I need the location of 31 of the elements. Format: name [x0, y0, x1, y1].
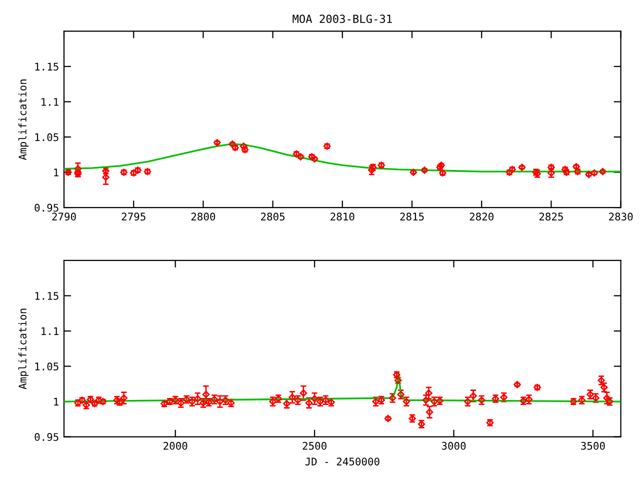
y-tick-label: 0.95	[34, 204, 58, 212]
y-tick-label: 1.05	[35, 362, 58, 370]
x-tick-label: 2825	[539, 212, 563, 221]
x-tick-label: 2000	[164, 442, 188, 450]
y-tick-label: 1	[54, 398, 58, 406]
y-tick-label: 0.95	[34, 433, 58, 441]
point	[572, 162, 580, 170]
y-tick-label: 1.15	[35, 62, 58, 71]
point	[64, 168, 72, 176]
x-tick-label: 2830	[609, 212, 633, 221]
x-tick-label: 2820	[470, 212, 494, 221]
x-tick-label: 2810	[330, 212, 354, 221]
point	[368, 166, 376, 174]
x-tick-label: 2800	[191, 212, 216, 221]
y-tick-label: 1.15	[35, 292, 58, 300]
y-axis-title: Amplification	[18, 80, 28, 160]
y-tick-label: 1	[54, 168, 58, 176]
y-tick-label: 1.1	[42, 327, 58, 335]
y-axis-title: Amplification	[18, 308, 28, 390]
chart-title: MOA 2003-BLG-31	[292, 14, 392, 24]
y-tick-label: 1.1	[42, 98, 58, 106]
y-tick-label: 1.05	[35, 133, 58, 142]
x-tick-label: 2815	[400, 212, 424, 221]
x-tick-label: 2795	[122, 212, 146, 221]
x-tick-label: 2500	[302, 442, 326, 450]
point	[310, 155, 318, 163]
x-tick-label: 3500	[581, 442, 605, 450]
x-tick-label: 3000	[442, 442, 466, 450]
x-axis-title: JD - 2450000	[305, 458, 380, 466]
x-tick-label: 2790	[52, 212, 76, 221]
x-tick-label: 2805	[261, 212, 285, 221]
